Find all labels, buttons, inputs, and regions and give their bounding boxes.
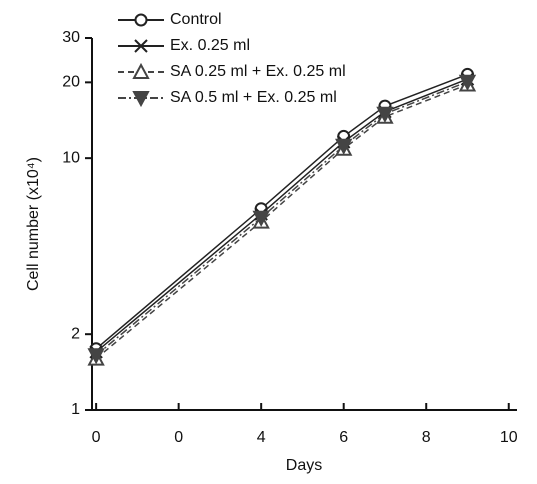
y-axis-label: Cell number (x10⁴): [25, 157, 42, 291]
series-line: [95, 81, 468, 356]
data-point: [458, 74, 477, 91]
legend-marker: [132, 91, 150, 108]
data-point: [335, 138, 353, 155]
y-tick-label: 1: [71, 401, 80, 418]
legend-marker: [134, 13, 148, 27]
data-point: [252, 210, 270, 227]
y-tick-label: 20: [62, 74, 80, 91]
series-line: [95, 78, 468, 353]
data-point: [87, 348, 105, 365]
x-tick-label: 0: [174, 429, 183, 446]
data-point: [376, 106, 394, 123]
x-tick-label: 10: [500, 429, 518, 446]
y-tick-label: 30: [62, 29, 80, 46]
x-axis-label: Days: [286, 457, 322, 474]
legend-label: Control: [170, 11, 222, 28]
legend-label: SA 0.5 ml + Ex. 0.25 ml: [170, 89, 337, 106]
x-tick-label: 8: [422, 429, 431, 446]
series-line: [95, 73, 468, 350]
y-tick-label: 10: [62, 149, 80, 166]
legend-label: SA 0.25 ml + Ex. 0.25 ml: [170, 63, 346, 80]
x-tick-label: 0: [92, 429, 101, 446]
legend-marker: [132, 62, 150, 79]
series-line: [95, 83, 468, 360]
x-tick-label: 4: [257, 429, 266, 446]
legend-label: Ex. 0.25 ml: [170, 37, 250, 54]
y-tick-label: 2: [71, 325, 80, 342]
x-tick-label: 6: [339, 429, 348, 446]
legend-marker: [134, 39, 148, 53]
